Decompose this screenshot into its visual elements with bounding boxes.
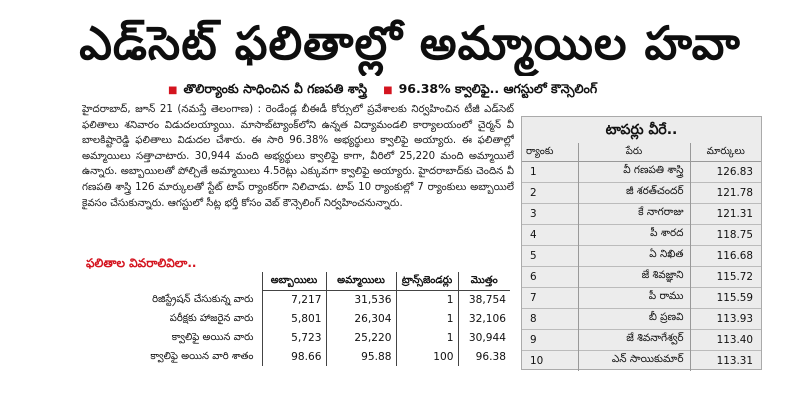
marks-cell: 113.31 bbox=[689, 349, 761, 371]
table-cell: 98.66 bbox=[261, 347, 326, 366]
marks-cell: 115.59 bbox=[689, 286, 761, 308]
details-heading: ఫలితాల వివరాలివిలా.. bbox=[86, 256, 197, 270]
name-cell: కే నాగరాజు bbox=[577, 202, 690, 224]
table-row: 10 ఎన్ సాయికుమార్ 113.31 bbox=[522, 349, 761, 371]
table-row: క్వాలిఫై అయిన వారు 5,723 25,220 1 30,944 bbox=[86, 328, 510, 347]
table-cell: 30,944 bbox=[457, 328, 510, 347]
name-cell: వీ గణపతి శాస్త్రి bbox=[577, 160, 690, 182]
table-cell: 32,106 bbox=[457, 309, 510, 328]
table-cell: 7,217 bbox=[261, 290, 326, 309]
table-cell: 100 bbox=[395, 347, 458, 366]
table-row: 3 కే నాగరాజు 121.31 bbox=[522, 202, 761, 224]
table-row: 6 జే శివజ్ఞాని 115.72 bbox=[522, 265, 761, 287]
rank-cell: 5 bbox=[522, 244, 578, 266]
row-label: పరీక్షకు హాజరైన వారు bbox=[169, 312, 254, 324]
name-cell: ఎన్ సాయికుమార్ bbox=[577, 349, 690, 371]
table-row: రిజిస్ట్రేషన్ చేసుకున్న వారు 7,217 31,53… bbox=[86, 290, 510, 309]
name-cell: పీ శారద bbox=[577, 223, 690, 245]
table-row: 7 పీ రాము 115.59 bbox=[522, 286, 761, 308]
toppers-table: ర్యాంకు పేరు మార్కులు 1 వీ గణపతి శాస్త్రి… bbox=[522, 143, 761, 371]
table-header-row: అబ్బాయిలు అమ్మాయిలు ట్రాన్స్‌జెండర్లు మొ… bbox=[86, 272, 510, 291]
table-cell: 31,536 bbox=[325, 290, 396, 309]
marks-cell: 118.75 bbox=[689, 223, 761, 245]
table-row: క్వాలిఫై అయిన వారి శాతం 98.66 95.88 100 … bbox=[86, 347, 510, 366]
marks-cell: 126.83 bbox=[689, 160, 761, 182]
name-cell: ఏ నిఖిత bbox=[577, 244, 690, 266]
square-bullet-icon: ■ bbox=[383, 85, 393, 96]
rank-cell: 10 bbox=[522, 349, 578, 371]
marks-cell: 116.68 bbox=[689, 244, 761, 266]
table-cell: 38,754 bbox=[457, 290, 510, 309]
name-cell: జే శివజ్ఞాని bbox=[577, 265, 690, 287]
row-label: క్వాలిఫై అయిన వారు bbox=[171, 331, 254, 343]
column-header: మార్కులు bbox=[689, 143, 761, 162]
rank-cell: 2 bbox=[522, 181, 578, 203]
rank-cell: 1 bbox=[522, 160, 578, 182]
table-cell: 1 bbox=[395, 290, 458, 309]
square-bullet-icon: ■ bbox=[168, 85, 178, 96]
subheadline-part-1: తొలిర్యాంకు సాధించిన వీ గణపతి శాస్త్రి bbox=[183, 81, 368, 96]
column-header: పేరు bbox=[577, 143, 690, 162]
toppers-title: టాపర్లు వీరే.. bbox=[605, 122, 678, 138]
column-header: ట్రాన్స్‌జెండర్లు bbox=[395, 272, 458, 291]
table-cell: 95.88 bbox=[325, 347, 396, 366]
results-details-table: అబ్బాయిలు అమ్మాయిలు ట్రాన్స్‌జెండర్లు మొ… bbox=[86, 272, 510, 366]
subheadline-part-2: 96.38% క్వాలిఫై.. ఆగస్టులో కౌన్సెలింగ్ bbox=[398, 81, 598, 96]
rank-cell: 6 bbox=[522, 265, 578, 287]
headline: ఎడ్‌సెట్ ఫలితాల్లో అమ్మాయిల హవా bbox=[79, 16, 741, 70]
toppers-box: టాపర్లు వీరే.. ర్యాంకు పేరు మార్కులు 1 వీ… bbox=[521, 116, 762, 371]
table-cell: 5,723 bbox=[261, 328, 326, 347]
name-cell: పీ రాము bbox=[577, 286, 690, 308]
table-row: 9 జే శివనాగేశ్వర్ 113.40 bbox=[522, 328, 761, 350]
table-cell: 1 bbox=[395, 309, 458, 328]
article-body: హైదరాబాద్, జూన్ 21 (నమస్తే తెలంగాణ) : రె… bbox=[82, 104, 514, 209]
rank-cell: 8 bbox=[522, 307, 578, 329]
table-row: 2 జీ శరత్‌చందర్ 121.78 bbox=[522, 181, 761, 203]
row-label: క్వాలిఫై అయిన వారి శాతం bbox=[150, 350, 254, 362]
column-header bbox=[86, 272, 262, 290]
table-cell: 1 bbox=[395, 328, 458, 347]
name-cell: జీ శరత్‌చందర్ bbox=[577, 181, 690, 203]
rank-cell: 9 bbox=[522, 328, 578, 350]
marks-cell: 121.78 bbox=[689, 181, 761, 203]
table-header-row: ర్యాంకు పేరు మార్కులు bbox=[522, 143, 761, 162]
table-row: 1 వీ గణపతి శాస్త్రి 126.83 bbox=[522, 160, 761, 182]
marks-cell: 113.40 bbox=[689, 328, 761, 350]
column-header: మొత్తం bbox=[457, 272, 510, 291]
table-row: 4 పీ శారద 118.75 bbox=[522, 223, 761, 245]
name-cell: బీ ప్రణవి bbox=[577, 307, 690, 329]
rank-cell: 3 bbox=[522, 202, 578, 224]
rank-cell: 4 bbox=[522, 223, 578, 245]
table-cell: 96.38 bbox=[457, 347, 510, 366]
column-header: అబ్బాయిలు bbox=[261, 272, 326, 291]
table-cell: 25,220 bbox=[325, 328, 396, 347]
table-cell: 5,801 bbox=[261, 309, 326, 328]
rank-cell: 7 bbox=[522, 286, 578, 308]
marks-cell: 113.93 bbox=[689, 307, 761, 329]
marks-cell: 121.31 bbox=[689, 202, 761, 224]
table-row: పరీక్షకు హాజరైన వారు 5,801 26,304 1 32,1… bbox=[86, 309, 510, 328]
table-row: 8 బీ ప్రణవి 113.93 bbox=[522, 307, 761, 329]
name-cell: జే శివనాగేశ్వర్ bbox=[577, 328, 690, 350]
column-header: అమ్మాయిలు bbox=[325, 272, 396, 291]
row-label: రిజిస్ట్రేషన్ చేసుకున్న వారు bbox=[152, 293, 254, 305]
column-header: ర్యాంకు bbox=[522, 143, 578, 162]
marks-cell: 115.72 bbox=[689, 265, 761, 287]
subheadline: ■ తొలిర్యాంకు సాధించిన వీ గణపతి శాస్త్రి ■… bbox=[168, 80, 738, 98]
table-cell: 26,304 bbox=[325, 309, 396, 328]
